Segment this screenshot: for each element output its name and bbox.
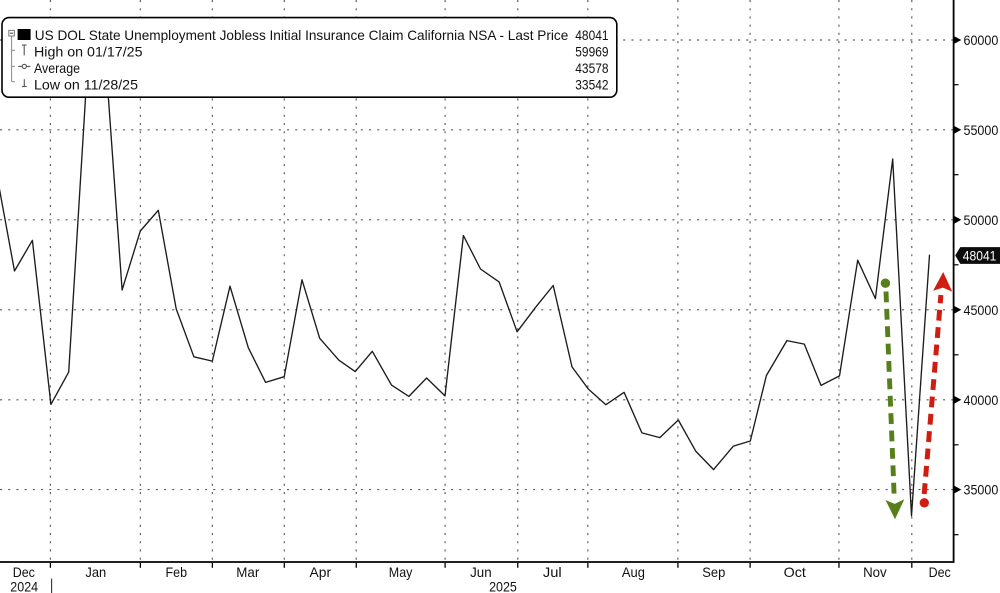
svg-text:Oct: Oct xyxy=(784,564,806,580)
svg-text:High on 01/17/25: High on 01/17/25 xyxy=(34,44,143,59)
svg-text:Sep: Sep xyxy=(702,564,725,580)
svg-text:Jun: Jun xyxy=(470,564,492,580)
svg-text:Nov: Nov xyxy=(863,564,887,580)
svg-text:33542: 33542 xyxy=(575,78,608,93)
svg-text:Feb: Feb xyxy=(166,564,188,580)
svg-text:2024: 2024 xyxy=(10,579,38,593)
svg-text:Low on 11/28/25: Low on 11/28/25 xyxy=(34,78,138,93)
svg-text:48041: 48041 xyxy=(963,249,997,265)
svg-text:2025: 2025 xyxy=(489,579,517,593)
svg-text:55000: 55000 xyxy=(964,123,999,139)
svg-text:Average: Average xyxy=(34,61,80,76)
svg-text:45000: 45000 xyxy=(964,303,999,319)
svg-text:Mar: Mar xyxy=(236,564,259,580)
svg-text:Apr: Apr xyxy=(310,564,332,580)
svg-text:43578: 43578 xyxy=(575,61,608,76)
svg-text:35000: 35000 xyxy=(964,483,999,499)
svg-text:Aug: Aug xyxy=(622,564,645,580)
svg-text:50000: 50000 xyxy=(964,213,999,229)
svg-text:May: May xyxy=(389,564,413,580)
svg-text:59969: 59969 xyxy=(575,44,608,59)
svg-text:48041: 48041 xyxy=(575,28,608,43)
svg-text:US DOL State Unemployment Jobl: US DOL State Unemployment Jobless Initia… xyxy=(35,28,569,43)
svg-text:Dec: Dec xyxy=(13,564,35,580)
svg-text:60000: 60000 xyxy=(964,33,999,49)
svg-text:40000: 40000 xyxy=(964,393,999,409)
svg-text:Jan: Jan xyxy=(85,564,106,580)
svg-text:Dec: Dec xyxy=(929,564,951,580)
svg-text:Jul: Jul xyxy=(543,564,562,580)
